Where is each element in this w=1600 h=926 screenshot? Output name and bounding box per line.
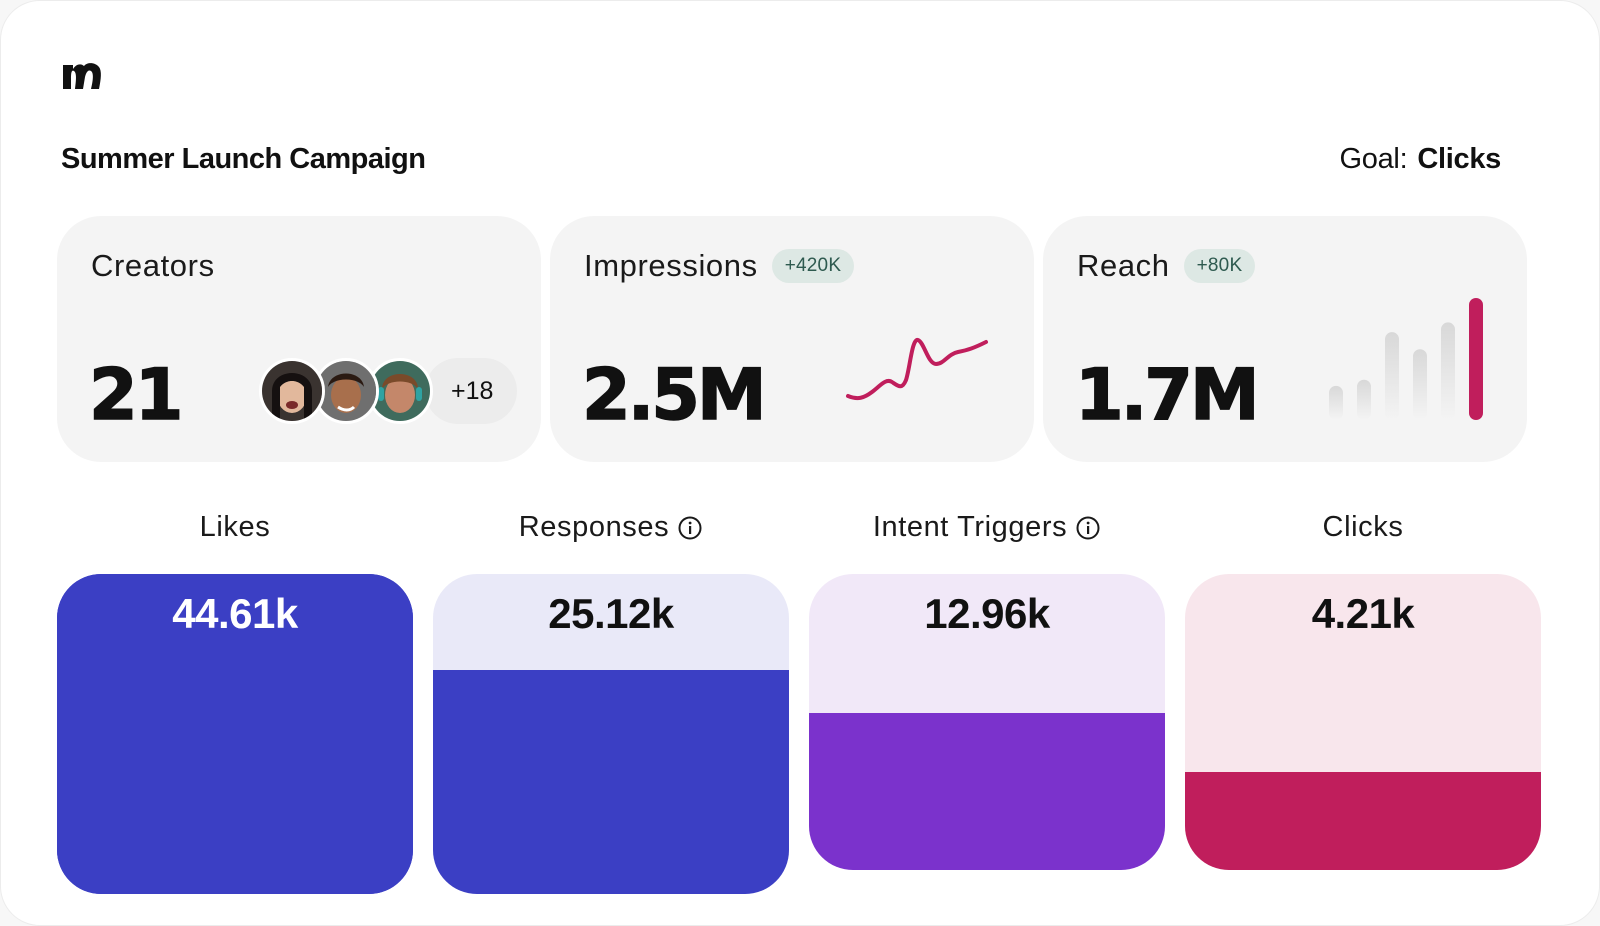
campaign-title: Summer Launch Campaign bbox=[61, 143, 426, 175]
funnel-label-clicks: Clicks bbox=[1322, 511, 1404, 543]
reach-delta-badge: +80K bbox=[1183, 249, 1256, 283]
funnel-value-responses: 25.12k bbox=[548, 590, 674, 637]
creators-label: Creators bbox=[91, 248, 215, 283]
funnel-value-intent-triggers: 12.96k bbox=[924, 590, 1050, 637]
more-creators-count[interactable]: +18 bbox=[425, 358, 518, 424]
m-logo-icon bbox=[63, 63, 101, 89]
funnel-fill-bar bbox=[57, 574, 413, 894]
impressions-value: 2.5M bbox=[581, 353, 767, 437]
reach-bar bbox=[1413, 349, 1427, 420]
impressions-card[interactable]: Impressions +420K 2.5M bbox=[550, 216, 1034, 462]
reach-label: Reach +80K bbox=[1077, 248, 1256, 284]
goal-value: Clicks bbox=[1417, 143, 1501, 175]
reach-bar bbox=[1385, 332, 1399, 420]
creators-count: 21 bbox=[88, 353, 184, 437]
info-icon[interactable] bbox=[1075, 515, 1101, 541]
funnel-label-responses: Responses bbox=[433, 511, 789, 544]
funnel-card-clicks[interactable]: 4.21k bbox=[1185, 574, 1541, 870]
funnel-value-likes: 44.61k bbox=[172, 590, 298, 637]
goal-label: Goal: bbox=[1339, 143, 1408, 175]
funnel-fill-bar bbox=[433, 670, 789, 894]
funnel-value-clicks: 4.21k bbox=[1311, 590, 1415, 637]
funnel-card-responses[interactable]: 25.12k bbox=[433, 574, 789, 894]
reach-value: 1.7M bbox=[1074, 353, 1260, 437]
funnel-card-likes[interactable]: 44.61k bbox=[57, 574, 413, 894]
reach-bar bbox=[1441, 322, 1455, 420]
info-icon[interactable] bbox=[677, 515, 703, 541]
funnel-fill-bar bbox=[1185, 772, 1541, 870]
creator-avatars[interactable]: +18 bbox=[259, 358, 518, 424]
creator-avatar-1[interactable] bbox=[259, 358, 325, 424]
reach-bar-chart bbox=[1329, 298, 1483, 420]
impressions-trend-line bbox=[846, 338, 988, 401]
reach-bar bbox=[1357, 379, 1371, 420]
funnel-card-intent-triggers[interactable]: 12.96k bbox=[809, 574, 1165, 870]
funnel-fill-bar bbox=[809, 713, 1165, 870]
impressions-label: Impressions +420K bbox=[584, 248, 855, 284]
funnel-label-likes: Likes bbox=[199, 511, 271, 543]
creator-avatar-2[interactable] bbox=[313, 358, 379, 424]
reach-bar-current bbox=[1469, 298, 1483, 420]
creators-card[interactable]: Creators 21 +18 bbox=[57, 216, 541, 462]
reach-card[interactable]: Reach +80K 1.7M bbox=[1043, 216, 1527, 462]
campaign-goal: Goal: Clicks bbox=[1339, 143, 1502, 176]
funnel-label-intent-triggers: Intent Triggers bbox=[809, 511, 1165, 544]
impressions-delta-badge: +420K bbox=[771, 249, 855, 283]
reach-bar bbox=[1329, 385, 1343, 420]
